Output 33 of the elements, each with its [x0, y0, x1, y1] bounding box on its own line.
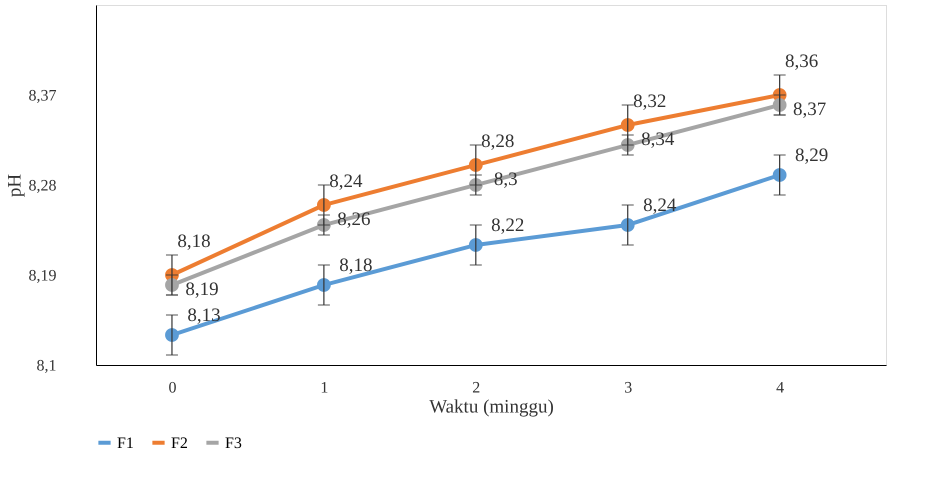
data-label: 8,36 — [785, 51, 818, 72]
data-label: 8,13 — [187, 305, 221, 326]
x-tick-label: 4 — [776, 380, 784, 396]
data-label: 8,22 — [491, 215, 524, 236]
data-label: 8,18 — [177, 231, 211, 252]
point — [316, 198, 331, 212]
y-tick-label: 8,19 — [28, 268, 56, 284]
y-tick-label: 8,1 — [36, 358, 56, 374]
point — [316, 278, 331, 292]
data-label: 8,29 — [795, 145, 828, 166]
x-tick-label: 3 — [624, 380, 632, 396]
data-label: 8,18 — [339, 255, 373, 276]
data-label: 8,24 — [643, 195, 677, 216]
legend-label: F3 — [225, 434, 242, 452]
data-label: 8,19 — [185, 279, 219, 300]
point — [165, 278, 179, 292]
x-tick-label: 0 — [168, 380, 176, 396]
data-label: 8,26 — [337, 209, 371, 230]
data-label: 8,24 — [329, 171, 364, 192]
legend-label: F1 — [117, 434, 134, 452]
x-tick-label: 2 — [472, 380, 480, 396]
x-tick-label: 1 — [320, 380, 328, 396]
data-label: 8,28 — [481, 131, 514, 152]
data-label: 8,34 — [641, 129, 675, 150]
y-axis-title: pH — [4, 174, 26, 198]
x-axis-title: Waktu (minggu) — [429, 396, 554, 418]
data-label: 8,32 — [633, 91, 666, 112]
data-label: 8,37 — [793, 99, 826, 120]
y-tick-label: 8,37 — [28, 88, 56, 104]
point — [165, 328, 179, 342]
legend-label: F2 — [171, 434, 188, 452]
data-label: 8,3 — [494, 169, 518, 190]
y-tick-label: 8,28 — [28, 178, 56, 194]
